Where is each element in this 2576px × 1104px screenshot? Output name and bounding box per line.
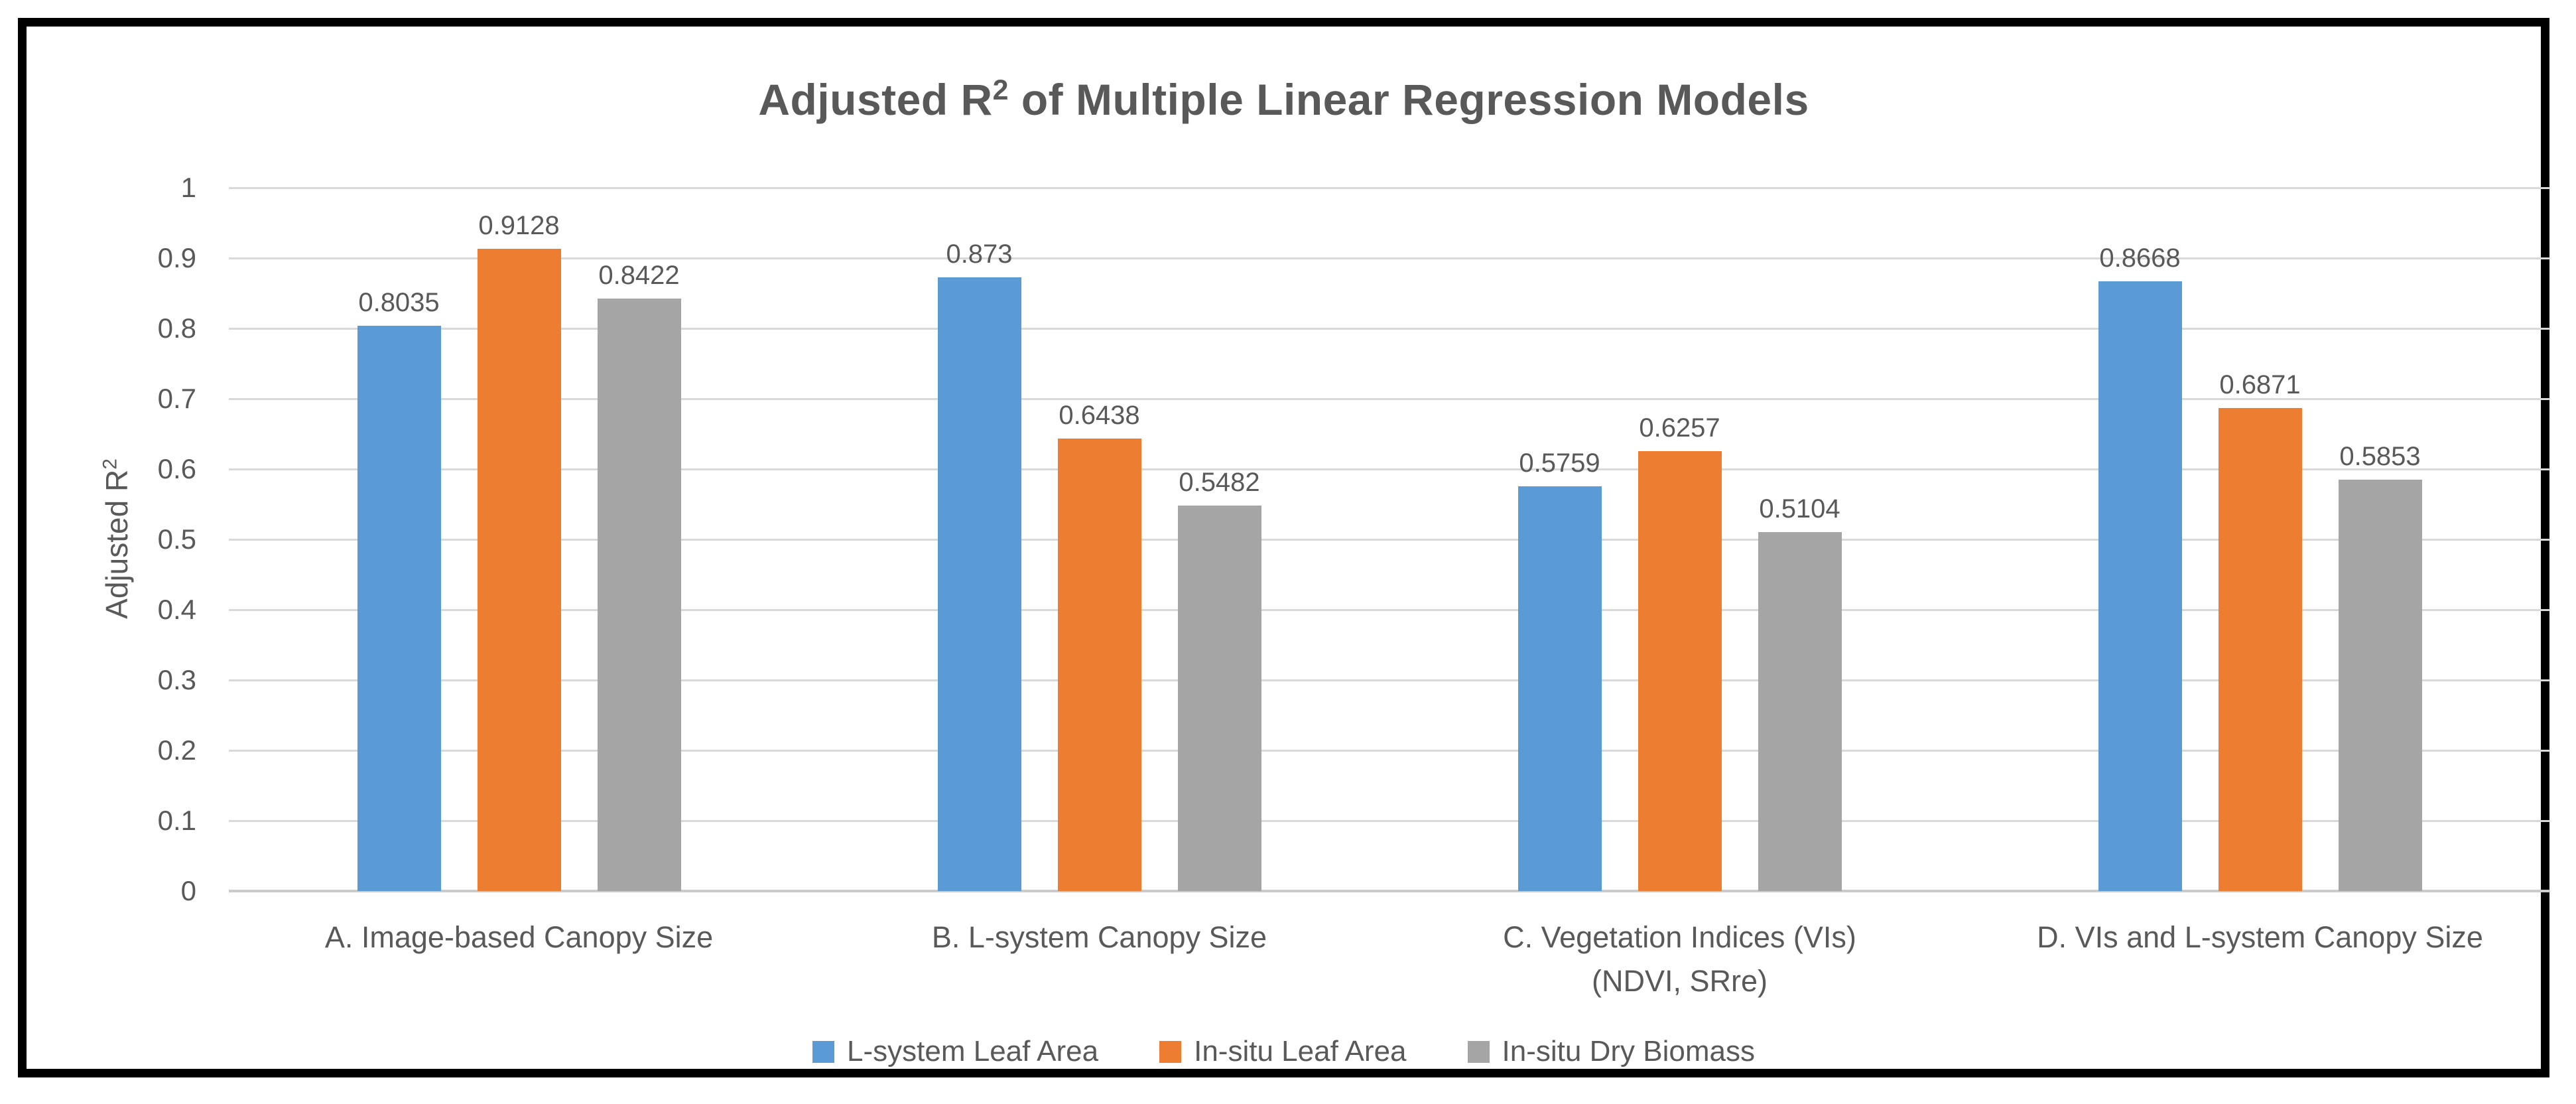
bar-l-system-leaf-area-d: 0.8668 bbox=[2098, 243, 2182, 891]
chart-title-prefix: Adjusted R bbox=[758, 75, 993, 124]
y-tick-label-0.4: 0.4 bbox=[157, 594, 196, 625]
gridline-0.2 bbox=[229, 750, 2550, 752]
bar-value-label: 0.5104 bbox=[1759, 494, 1840, 523]
gridline-0.3 bbox=[229, 679, 2550, 681]
gridline-0.9 bbox=[229, 257, 2550, 259]
x-category-label-line: B. L-system Canopy Size bbox=[931, 920, 1267, 954]
gridline-0.5 bbox=[229, 539, 2550, 541]
chart-legend: L-system Leaf Area In-situ Leaf Area In-si… bbox=[27, 1035, 2541, 1068]
bar-group-c-vegetation-indices-vis: 0.5759 0.6257 0.5104 bbox=[1389, 188, 1970, 891]
y-tick-label-0.9: 0.9 bbox=[157, 242, 196, 273]
bar-value-label: 0.8422 bbox=[598, 261, 680, 291]
chart-frame-border: Adjusted R2 of Multiple Linear Regressio… bbox=[18, 18, 2550, 1077]
bar-value-label: 0.9128 bbox=[478, 211, 560, 241]
y-tick-label-0.8: 0.8 bbox=[157, 312, 196, 344]
chart-title: Adjusted R2 of Multiple Linear Regressio… bbox=[27, 74, 2541, 125]
gridline-0.1 bbox=[229, 820, 2550, 822]
bar-value-label: 0.6438 bbox=[1059, 400, 1140, 430]
bar-value-label: 0.8035 bbox=[358, 288, 440, 318]
bar-group-b-l-system-canopy-size: 0.873 0.6438 0.5482 bbox=[809, 188, 1389, 891]
legend-label-in-situ-leaf-area: In-situ Leaf Area bbox=[1194, 1035, 1407, 1068]
legend-item-in-situ-leaf-area: In-situ Leaf Area bbox=[1159, 1035, 1407, 1068]
y-tick-label-0.6: 0.6 bbox=[157, 453, 196, 484]
bar-value-label: 0.6257 bbox=[1639, 413, 1720, 443]
x-category-label-a: A. Image-based Canopy Size bbox=[229, 916, 809, 1003]
bar-value-label: 0.5482 bbox=[1179, 467, 1260, 497]
y-tick-label-0.5: 0.5 bbox=[157, 523, 196, 555]
bar-value-label: 0.873 bbox=[946, 239, 1013, 269]
x-category-label-b: B. L-system Canopy Size bbox=[809, 916, 1389, 1003]
bar-groups: 0.8035 0.9128 0.8422 0.873 0.6438 0.5482 0.575… bbox=[229, 188, 2550, 891]
x-category-label-d: D. VIs and L-system Canopy Size bbox=[1970, 916, 2550, 1003]
x-category-label-line: D. VIs and L-system Canopy Size bbox=[2037, 920, 2483, 954]
y-tick-label-0.1: 0.1 bbox=[157, 805, 196, 836]
chart-title-superscript: 2 bbox=[992, 74, 1009, 106]
y-tick-label-1: 1 bbox=[180, 172, 196, 203]
legend-item-l-system-leaf-area: L-system Leaf Area bbox=[812, 1035, 1098, 1068]
bar-in-situ-dry-biomass-b: 0.5482 bbox=[1177, 468, 1261, 891]
bar-l-system-leaf-area-c: 0.5759 bbox=[1517, 448, 1602, 891]
bar-value-label: 0.6871 bbox=[2219, 370, 2301, 399]
y-tick-label-0: 0 bbox=[180, 875, 196, 906]
x-axis-line bbox=[229, 890, 2550, 892]
bar-in-situ-leaf-area-b: 0.6438 bbox=[1057, 401, 1141, 891]
plot-area: 0.8035 0.9128 0.8422 0.873 0.6438 0.5482 0.575… bbox=[229, 187, 2550, 892]
legend-item-in-situ-dry-biomass: In-situ Dry Biomass bbox=[1467, 1035, 1755, 1068]
bar-in-situ-leaf-area-d: 0.6871 bbox=[2218, 370, 2302, 891]
legend-marker-in-situ-dry-biomass bbox=[1467, 1040, 1490, 1063]
bar-in-situ-dry-biomass-a: 0.8422 bbox=[597, 261, 681, 891]
gridline-0.6 bbox=[229, 468, 2550, 470]
bar-value-label: 0.8668 bbox=[2099, 243, 2181, 273]
x-category-label-c: C. Vegetation Indices (VIs) (NDVI, SRre) bbox=[1389, 916, 1970, 1003]
bar-in-situ-leaf-area-c: 0.6257 bbox=[1638, 413, 1722, 891]
y-axis-tick-labels: 0 0.1 0.2 0.3 0.4 0.5 0.6 0.7 0.8 0.9 1 bbox=[27, 27, 196, 1069]
x-category-label-line: A. Image-based Canopy Size bbox=[324, 920, 714, 954]
bar-in-situ-leaf-area-a: 0.9128 bbox=[477, 211, 561, 891]
y-tick-label-0.2: 0.2 bbox=[157, 734, 196, 766]
bar-group-d-vis-and-l-system-canopy-size: 0.8668 0.6871 0.5853 bbox=[1970, 188, 2550, 891]
gridline-0.8 bbox=[229, 328, 2550, 330]
bar-value-label: 0.5853 bbox=[2339, 441, 2421, 471]
legend-marker-l-system-leaf-area bbox=[812, 1040, 835, 1063]
x-category-label-line: C. Vegetation Indices (VIs) bbox=[1503, 920, 1856, 954]
gridline-0.7 bbox=[229, 398, 2550, 400]
legend-label-l-system-leaf-area: L-system Leaf Area bbox=[847, 1035, 1099, 1068]
bar-value-label: 0.5759 bbox=[1519, 448, 1600, 478]
x-category-label-line: (NDVI, SRre) bbox=[1591, 964, 1768, 998]
gridline-1 bbox=[229, 187, 2550, 189]
chart-title-suffix: of Multiple Linear Regression Models bbox=[1009, 75, 1809, 124]
y-tick-label-0.3: 0.3 bbox=[157, 664, 196, 695]
bar-in-situ-dry-biomass-c: 0.5104 bbox=[1758, 494, 1842, 891]
legend-label-in-situ-dry-biomass: In-situ Dry Biomass bbox=[1502, 1035, 1755, 1068]
bar-l-system-leaf-area-a: 0.8035 bbox=[357, 288, 441, 891]
bar-l-system-leaf-area-b: 0.873 bbox=[937, 240, 1021, 891]
x-axis-category-labels: A. Image-based Canopy Size B. L-system Ca… bbox=[229, 916, 2550, 1003]
bar-group-a-image-based-canopy-size: 0.8035 0.9128 0.8422 bbox=[229, 188, 809, 891]
gridline-0.4 bbox=[229, 609, 2550, 611]
y-tick-label-0.7: 0.7 bbox=[157, 383, 196, 414]
legend-marker-in-situ-leaf-area bbox=[1159, 1040, 1182, 1063]
bar-in-situ-dry-biomass-d: 0.5853 bbox=[2338, 442, 2422, 891]
